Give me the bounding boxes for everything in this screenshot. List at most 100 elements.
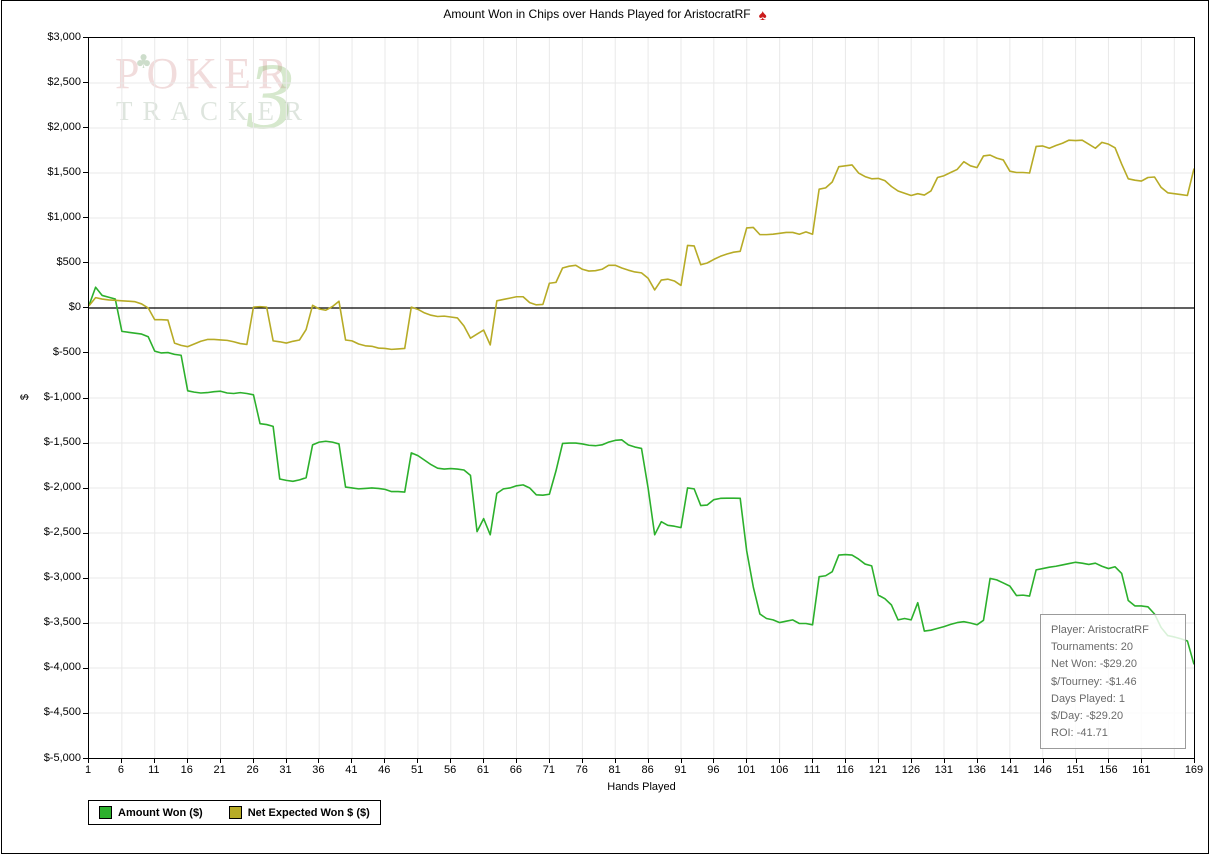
y-tick-mark bbox=[83, 532, 88, 534]
legend: Amount Won ($) Net Expected Won $ ($) bbox=[88, 800, 381, 825]
x-tick-label: 141 bbox=[1000, 764, 1019, 776]
stat-player: Player: AristocratRF bbox=[1051, 624, 1149, 636]
y-tick-label: $-5,000 bbox=[43, 751, 81, 764]
x-tick-mark bbox=[384, 759, 386, 763]
legend-swatch-amount-won bbox=[99, 806, 112, 819]
x-tick-label: 136 bbox=[967, 764, 986, 776]
y-tick-label: $3,000 bbox=[47, 30, 81, 43]
y-tick-label: $-4,500 bbox=[43, 706, 81, 719]
stat-per-day: $/Day: -$29.20 bbox=[1051, 710, 1124, 723]
x-tick-mark bbox=[318, 759, 320, 763]
x-tick-mark bbox=[120, 759, 122, 763]
stat-tournaments: Tournaments: 20 bbox=[1051, 641, 1133, 654]
x-tick-label: 21 bbox=[213, 764, 226, 776]
x-tick-label: 161 bbox=[1132, 764, 1151, 776]
y-tick-label: $-3,500 bbox=[43, 616, 81, 629]
x-tick-label: 66 bbox=[509, 764, 523, 776]
y-tick-mark bbox=[83, 352, 88, 354]
x-tick-label: 11 bbox=[148, 764, 160, 776]
x-tick-label: 56 bbox=[443, 764, 457, 776]
plot-frame: POKER ♣ TRACKER 3 bbox=[88, 37, 1195, 759]
x-tick-label: 126 bbox=[901, 764, 921, 776]
y-tick-mark bbox=[83, 712, 88, 714]
y-tick-label: $-2,000 bbox=[43, 481, 81, 494]
x-tick-mark bbox=[943, 759, 945, 763]
y-tick-mark bbox=[83, 37, 88, 38]
x-tick-label: 81 bbox=[608, 764, 621, 776]
x-tick-mark bbox=[88, 759, 89, 763]
x-tick-mark bbox=[417, 759, 419, 763]
stat-net-won: Net Won: -$29.20 bbox=[1051, 658, 1138, 671]
y-tick-label: $2,000 bbox=[47, 120, 81, 133]
y-tick-mark bbox=[83, 217, 88, 219]
x-tick-label: 26 bbox=[246, 764, 259, 776]
x-tick-mark bbox=[647, 759, 649, 763]
y-tick-mark bbox=[83, 172, 88, 174]
y-tick-label: $0 bbox=[68, 300, 81, 313]
x-tick-label: 121 bbox=[868, 764, 888, 776]
x-tick-mark bbox=[153, 759, 155, 763]
x-tick-mark bbox=[878, 759, 879, 763]
y-tick-label: $-500 bbox=[52, 345, 81, 358]
x-tick-label: 1 bbox=[84, 764, 92, 776]
chart-title: Amount Won in Chips over Hands Played fo… bbox=[443, 7, 751, 21]
x-tick-mark bbox=[976, 759, 978, 763]
x-tick-label: 169 bbox=[1184, 764, 1204, 776]
x-tick-mark bbox=[1042, 759, 1044, 763]
plot-area bbox=[89, 38, 1194, 758]
x-tick-mark bbox=[1108, 759, 1110, 763]
x-tick-label: 46 bbox=[378, 764, 391, 776]
x-tick-label: 146 bbox=[1033, 764, 1052, 776]
x-tick-mark bbox=[351, 759, 353, 763]
x-tick-label: 151 bbox=[1066, 764, 1085, 776]
y-tick-mark bbox=[83, 622, 88, 624]
x-tick-mark bbox=[812, 759, 814, 763]
stat-per-tourney: $/Tourney: -$1.46 bbox=[1051, 675, 1137, 688]
y-tick-mark bbox=[83, 127, 88, 129]
y-tick-mark bbox=[83, 442, 88, 444]
x-axis-title: Hands Played bbox=[607, 781, 676, 793]
x-tick-label: 106 bbox=[770, 764, 789, 776]
y-tick-mark bbox=[83, 397, 88, 399]
spade-icon: ♠ bbox=[758, 7, 767, 24]
y-tick-label: $-1,000 bbox=[43, 391, 81, 403]
x-tick-label: 86 bbox=[641, 764, 654, 776]
x-tick-label: 6 bbox=[117, 764, 124, 776]
y-tick-label: $-2,500 bbox=[43, 526, 81, 539]
x-tick-mark bbox=[746, 759, 748, 763]
x-tick-mark bbox=[186, 759, 188, 763]
stat-days-played: Days Played: 1 bbox=[1051, 692, 1125, 705]
x-tick-mark bbox=[450, 759, 452, 763]
x-tick-label: 31 bbox=[279, 764, 292, 776]
legend-item-amount-won: Amount Won ($) bbox=[99, 806, 203, 819]
x-tick-label: 156 bbox=[1099, 764, 1118, 776]
y-tick-label: $-4,000 bbox=[43, 661, 81, 674]
x-tick-label: 36 bbox=[312, 764, 325, 776]
x-tick-label: 16 bbox=[180, 764, 193, 776]
x-tick-mark bbox=[680, 759, 682, 763]
y-tick-mark bbox=[83, 577, 88, 579]
x-tick-label: 96 bbox=[707, 764, 720, 776]
x-tick-label: 51 bbox=[411, 764, 424, 776]
x-tick-mark bbox=[1075, 759, 1077, 763]
y-tick-label: $-1,500 bbox=[43, 436, 81, 449]
x-tick-mark bbox=[581, 759, 583, 763]
y-tick-mark bbox=[83, 667, 88, 669]
y-tick-label: $500 bbox=[56, 255, 81, 268]
x-tick-mark bbox=[713, 759, 715, 763]
stat-roi: ROI: -41.71 bbox=[1051, 727, 1108, 740]
x-tick-mark bbox=[285, 759, 287, 763]
y-tick-mark bbox=[83, 758, 88, 759]
x-tick-mark bbox=[1141, 759, 1143, 763]
legend-item-net-expected-won: Net Expected Won $ ($) bbox=[228, 806, 370, 819]
x-tick-label: 131 bbox=[934, 764, 953, 776]
x-tick-label: 71 bbox=[542, 764, 555, 776]
x-tick-mark bbox=[779, 759, 781, 763]
y-tick-mark bbox=[83, 307, 88, 309]
x-tick-label: 116 bbox=[836, 764, 854, 776]
x-tick-mark bbox=[515, 759, 517, 763]
x-tick-mark bbox=[1194, 759, 1195, 763]
x-tick-label: 76 bbox=[575, 764, 588, 776]
y-tick-label: $2,500 bbox=[47, 75, 81, 88]
